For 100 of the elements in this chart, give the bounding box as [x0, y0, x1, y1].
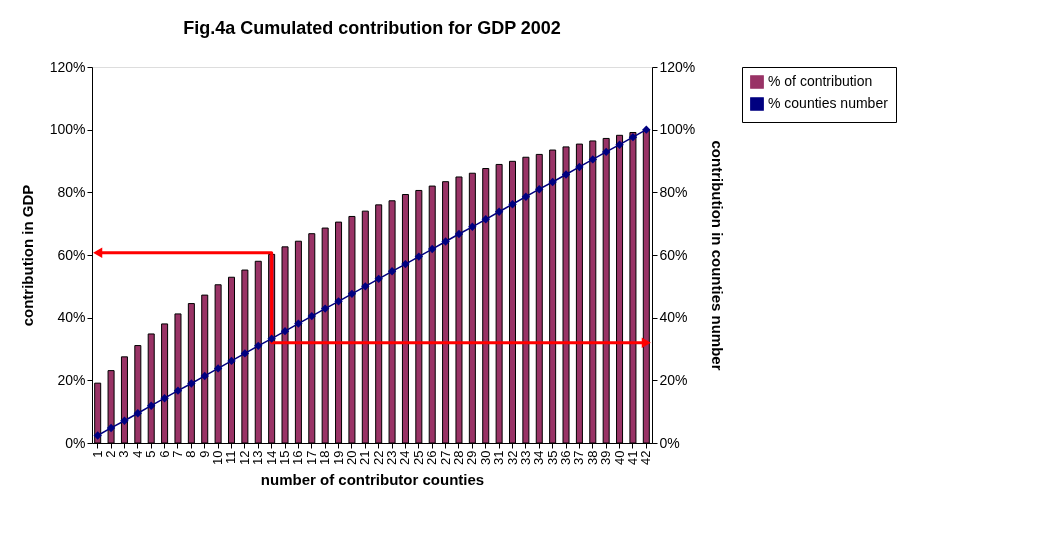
y2-tick-label: 0% — [659, 434, 680, 451]
point — [254, 341, 263, 351]
y-tick-label: 80% — [57, 183, 86, 200]
x-tick-label: 38 — [584, 450, 600, 465]
point — [535, 185, 544, 194]
x-tick-label: 11 — [223, 450, 239, 464]
point — [601, 147, 611, 157]
x-tick-label: 21 — [357, 450, 373, 465]
y-tick-label: 20% — [57, 371, 86, 388]
x-tick-label: 34 — [531, 450, 547, 465]
x-axis-title: number of contributor counties — [260, 470, 485, 488]
point — [575, 162, 584, 172]
point — [173, 386, 183, 395]
point — [454, 229, 464, 239]
x-tick-label: 22 — [370, 450, 386, 465]
point — [187, 379, 196, 388]
y-tick-label: 0% — [65, 434, 86, 451]
y-tick-label: 40% — [57, 309, 86, 326]
x-tick-label: 4 — [129, 450, 145, 458]
point — [481, 215, 490, 224]
point — [307, 311, 316, 321]
point — [414, 252, 424, 261]
point — [521, 192, 531, 201]
x-tick-label: 20 — [343, 450, 359, 465]
legend-label: % of contribution — [768, 73, 873, 89]
point — [401, 259, 410, 269]
x-tick-label: 5 — [143, 450, 159, 458]
y2-tick-label: 100% — [659, 121, 696, 138]
x-tick-label: 10 — [210, 450, 226, 465]
x-tick-label: 41 — [624, 450, 640, 465]
x-tick-label: 40 — [611, 450, 627, 465]
point — [200, 371, 209, 381]
point — [280, 326, 290, 336]
y-axis-title: contribution in GDP — [18, 184, 36, 327]
point — [227, 356, 236, 366]
y-tick-label: 100% — [49, 121, 86, 138]
x-tick-label: 32 — [504, 450, 520, 465]
point — [267, 334, 276, 343]
x-tick-label: 33 — [517, 450, 533, 465]
y2-tick-label: 20% — [659, 371, 688, 388]
point — [387, 267, 397, 276]
x-tick-label: 26 — [424, 450, 440, 465]
x-tick-label: 23 — [384, 450, 400, 465]
y-tick-label: 120% — [49, 58, 86, 75]
x-tick-label: 13 — [250, 450, 266, 465]
x-tick-label: 1 — [89, 450, 105, 458]
point — [120, 416, 129, 425]
point — [548, 177, 557, 187]
x-tick-label: 27 — [437, 450, 453, 465]
point — [240, 349, 250, 358]
x-tick-label: 39 — [598, 450, 614, 465]
y2-axis-title: contribution in counties number — [709, 140, 727, 371]
point — [147, 401, 156, 410]
point — [588, 155, 597, 164]
x-tick-label: 29 — [464, 450, 480, 465]
x-tick-label: 6 — [156, 450, 172, 458]
point — [361, 282, 370, 291]
x-tick-label: 8 — [183, 450, 199, 458]
x-tick-label: 7 — [169, 450, 185, 458]
point — [494, 207, 504, 216]
point — [468, 222, 477, 231]
point — [334, 297, 343, 306]
x-tick-label: 35 — [544, 450, 560, 465]
x-tick-label: 16 — [290, 450, 306, 465]
point — [441, 237, 450, 246]
x-tick-label: 3 — [116, 450, 132, 458]
legend-label: % counties number — [768, 95, 889, 111]
point — [561, 170, 571, 179]
point — [106, 423, 116, 433]
point — [213, 364, 223, 373]
y-tick-label: 60% — [57, 246, 86, 263]
point — [508, 200, 517, 209]
x-tick-label: 2 — [103, 450, 119, 458]
point — [160, 394, 169, 403]
point — [374, 274, 383, 283]
x-tick-label: 17 — [303, 450, 319, 465]
x-tick-label: 9 — [196, 450, 212, 458]
x-tick-label: 36 — [558, 450, 574, 465]
point — [428, 244, 437, 254]
point — [320, 304, 330, 313]
x-tick-label: 24 — [397, 450, 413, 465]
x-tick-label: 18 — [317, 450, 333, 465]
x-tick-label: 15 — [277, 450, 293, 465]
x-tick-label: 37 — [571, 450, 587, 465]
x-tick-label: 31 — [491, 450, 507, 465]
x-tick-label: 14 — [263, 450, 279, 465]
x-tick-label: 19 — [330, 450, 346, 465]
y2-tick-label: 40% — [659, 309, 688, 326]
y2-tick-label: 120% — [659, 58, 696, 75]
y2-tick-label: 80% — [659, 183, 688, 200]
x-tick-label: 28 — [450, 450, 466, 465]
point — [133, 409, 143, 418]
x-tick-label: 42 — [638, 450, 654, 465]
point — [615, 140, 624, 149]
x-tick-label: 30 — [477, 450, 493, 465]
x-tick-label: 25 — [410, 450, 426, 465]
y2-tick-label: 60% — [659, 246, 688, 263]
x-tick-label: 12 — [236, 450, 252, 465]
point — [642, 125, 651, 134]
point — [628, 133, 638, 142]
